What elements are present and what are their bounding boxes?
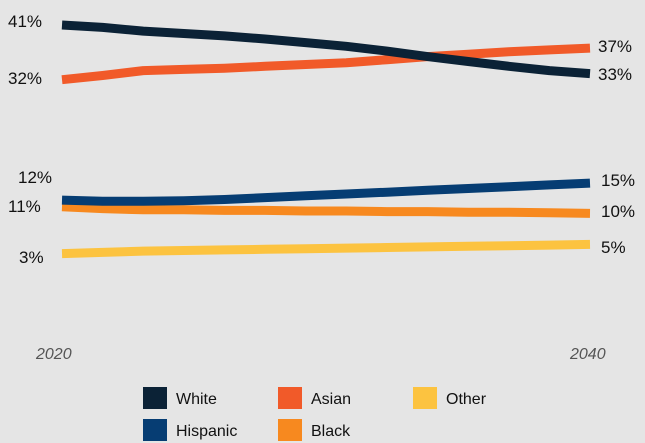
start-value-label-hispanic: 12% bbox=[18, 168, 52, 187]
series-lines bbox=[61, 20, 591, 259]
start-value-label-other: 3% bbox=[19, 248, 44, 267]
value-labels: 41% 33% 32% 37% 12% 15% 11% 10% 3% 5% bbox=[8, 12, 635, 267]
legend-swatch-other bbox=[413, 387, 437, 409]
x-tick-label-2020: 2020 bbox=[35, 346, 72, 363]
legend-item-black: Black bbox=[278, 419, 351, 441]
legend-label-black: Black bbox=[311, 423, 351, 440]
legend-swatch-black bbox=[278, 419, 302, 441]
legend-item-white: White bbox=[143, 387, 217, 409]
series-line-hispanic bbox=[61, 178, 591, 206]
end-value-label-black: 10% bbox=[601, 202, 635, 221]
series-line-other bbox=[61, 239, 591, 259]
x-tick-label-2040: 2040 bbox=[569, 346, 606, 363]
legend-item-asian: Asian bbox=[278, 387, 351, 409]
end-value-label-hispanic: 15% bbox=[601, 171, 635, 190]
end-value-label-white: 33% bbox=[598, 65, 632, 84]
legend: White Asian Other Hispanic Black bbox=[143, 387, 487, 441]
legend-swatch-white bbox=[143, 387, 167, 409]
start-value-label-black: 11% bbox=[8, 197, 41, 216]
end-value-label-other: 5% bbox=[601, 238, 626, 257]
start-value-label-asian: 32% bbox=[8, 69, 42, 88]
start-value-label-white: 41% bbox=[8, 12, 42, 31]
legend-item-hispanic: Hispanic bbox=[143, 419, 237, 441]
legend-label-hispanic: Hispanic bbox=[176, 423, 237, 440]
end-value-label-asian: 37% bbox=[598, 37, 632, 56]
legend-label-other: Other bbox=[446, 391, 487, 408]
series-line-black bbox=[61, 202, 591, 218]
legend-item-other: Other bbox=[413, 387, 487, 409]
legend-label-white: White bbox=[176, 391, 217, 408]
legend-label-asian: Asian bbox=[311, 391, 351, 408]
legend-swatch-asian bbox=[278, 387, 302, 409]
legend-swatch-hispanic bbox=[143, 419, 167, 441]
series-line-white bbox=[61, 20, 591, 79]
series-line-asian bbox=[61, 43, 591, 85]
x-axis: 2020 2040 bbox=[35, 346, 606, 363]
